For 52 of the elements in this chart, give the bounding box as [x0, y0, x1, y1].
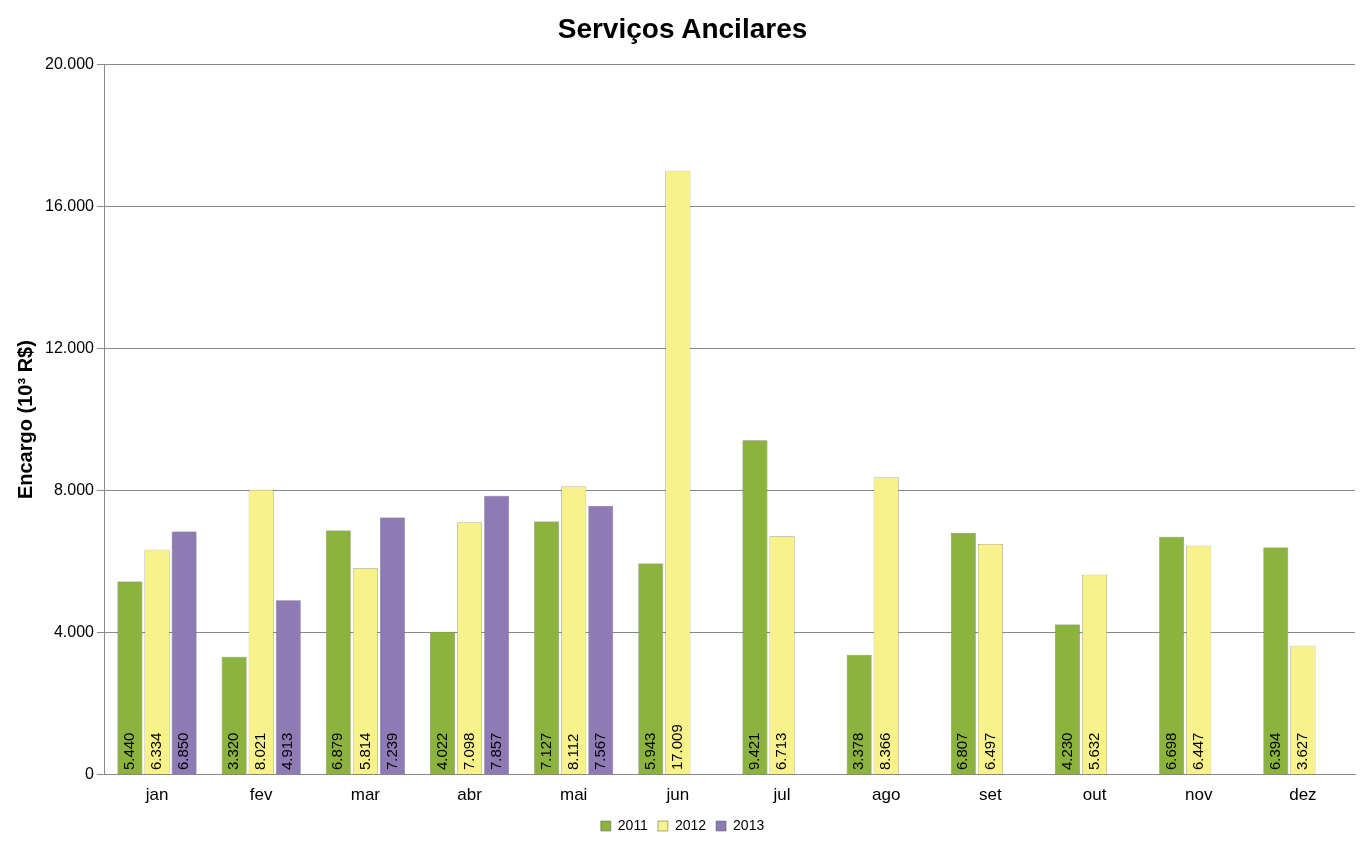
y-tick-label: 16.000 [45, 197, 95, 215]
chart-title: Serviços Ancilares [557, 12, 808, 44]
x-tick-label: mai [560, 785, 588, 805]
y-tick-label: 0 [85, 765, 95, 783]
data-label: 4.230 [1057, 732, 1075, 771]
data-label: 7.567 [590, 732, 608, 771]
data-label: 6.447 [1188, 732, 1206, 771]
data-label: 4.913 [278, 732, 296, 771]
data-label: 6.497 [980, 732, 998, 771]
x-tick-label: abr [457, 785, 483, 805]
data-label: 8.366 [876, 732, 894, 771]
x-tick-label: dez [1289, 785, 1317, 805]
data-label: 6.807 [953, 732, 971, 771]
data-label: 6.879 [328, 732, 346, 771]
x-tick-label: jul [772, 785, 791, 805]
x-tick-label: jun [665, 785, 690, 805]
y-tick-label: 8.000 [53, 481, 95, 499]
data-label: 8.021 [251, 732, 269, 771]
data-label: 3.627 [1293, 732, 1311, 771]
data-label: 5.440 [120, 732, 138, 771]
data-label: 5.632 [1084, 732, 1102, 771]
y-tick-label: 4.000 [53, 623, 95, 641]
data-label: 9.421 [745, 732, 763, 771]
y-tick-label: 12.000 [45, 339, 95, 357]
data-label: 8.112 [563, 733, 581, 771]
y-axis-title: Encargo (10³ R$) [13, 340, 36, 500]
data-label: 17.009 [668, 724, 686, 771]
data-label: 7.127 [536, 732, 554, 771]
data-label: 6.698 [1161, 732, 1179, 771]
data-label: 4.022 [432, 732, 450, 771]
legend-label: 2011 [617, 816, 649, 833]
data-label: 5.943 [640, 732, 658, 771]
y-tick-label: 20.000 [45, 55, 95, 73]
data-label: 6.850 [174, 732, 192, 771]
data-label: 7.857 [486, 732, 504, 771]
legend-label: 2012 [674, 816, 707, 833]
x-tick-label: set [979, 785, 1003, 805]
data-label: 6.334 [147, 732, 165, 771]
data-label: 6.713 [772, 732, 790, 771]
legend-label: 2013 [733, 816, 765, 833]
data-label: 6.394 [1265, 732, 1283, 771]
data-label: 3.378 [849, 732, 867, 771]
x-tick-label: nov [1185, 785, 1213, 805]
x-tick-label: ago [872, 785, 901, 805]
data-label: 7.098 [459, 732, 477, 771]
data-label: 5.814 [355, 732, 373, 771]
x-tick-label: mar [350, 785, 381, 805]
x-tick-label: out [1082, 785, 1107, 805]
data-label: 3.320 [224, 732, 242, 771]
x-tick-label: jan [144, 785, 169, 805]
data-label: 7.239 [382, 732, 400, 771]
x-tick-label: fev [249, 785, 274, 805]
